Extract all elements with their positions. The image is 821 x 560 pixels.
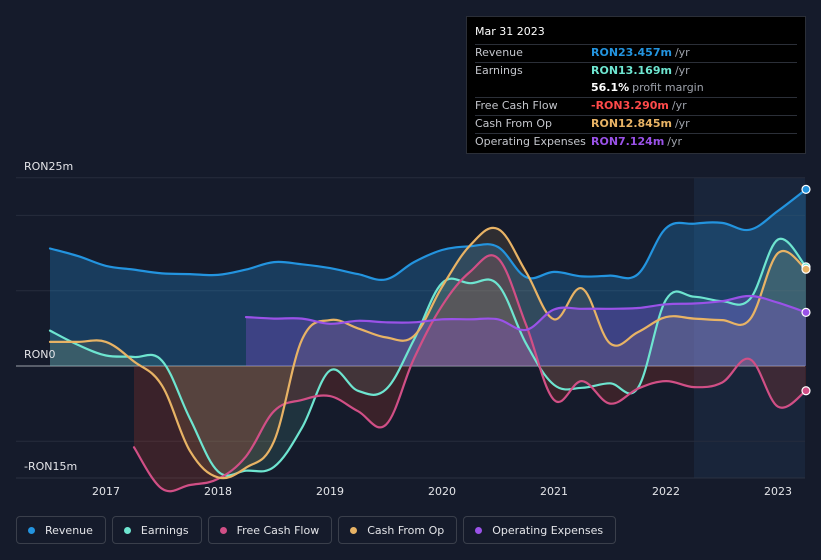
tooltip-unit: /yr xyxy=(667,135,683,148)
y-axis-zero-label: RON0 xyxy=(24,348,56,361)
tooltip-unit: profit margin xyxy=(632,81,704,94)
tooltip-row-opex: Operating Expenses RON7.124m /yr xyxy=(475,133,797,151)
opex-line xyxy=(244,294,808,332)
x-tick-label: 2021 xyxy=(540,485,568,498)
legend-label: Free Cash Flow xyxy=(236,523,320,537)
revenue-line xyxy=(48,188,808,281)
revenue-dot-icon xyxy=(28,526,35,534)
x-tick-label: 2018 xyxy=(204,485,232,498)
cfo-end-marker xyxy=(801,264,811,274)
opex-end-marker xyxy=(801,307,811,317)
legend-label: Operating Expenses xyxy=(492,523,604,537)
tooltip-value: RON12.845m xyxy=(591,117,672,130)
plot-area xyxy=(16,178,805,478)
legend-item-cfo[interactable]: Cash From Op xyxy=(338,516,458,544)
x-tick-label: 2019 xyxy=(316,485,344,498)
data-tooltip: Mar 31 2023 Revenue RON23.457m /yr Earni… xyxy=(466,16,806,154)
tooltip-label: Free Cash Flow xyxy=(475,99,558,112)
tooltip-row-fcf: Free Cash Flow -RON3.290m /yr xyxy=(475,97,797,115)
tooltip-value: 56.1% xyxy=(591,81,630,94)
tooltip-unit: /yr xyxy=(674,117,690,130)
tooltip-row-revenue: Revenue RON23.457m /yr xyxy=(475,44,797,62)
tooltip-label: Earnings xyxy=(475,64,523,77)
revenue-area xyxy=(50,189,806,366)
legend-label: Earnings xyxy=(140,523,189,537)
highlight-region xyxy=(694,178,805,478)
legend-label: Cash From Op xyxy=(367,523,445,537)
fcf-dot-icon xyxy=(219,526,227,534)
tooltip-value: -RON3.290m xyxy=(591,99,669,112)
tooltip-value: RON7.124m xyxy=(591,135,665,148)
tooltip-label: Cash From Op xyxy=(475,117,553,130)
legend-item-opex[interactable]: Operating Expenses xyxy=(463,516,617,544)
fcf-end-marker xyxy=(801,386,811,396)
legend-item-revenue[interactable]: Revenue xyxy=(16,516,106,544)
tooltip-row-margin: 56.1% profit margin xyxy=(475,80,797,97)
tooltip-value: RON13.169m xyxy=(591,64,672,77)
cfo-area xyxy=(50,227,806,479)
tooltip-date: Mar 31 2023 xyxy=(475,25,545,38)
tooltip-unit: /yr xyxy=(674,64,690,77)
tooltip-row-cfo: Cash From Op RON12.845m /yr xyxy=(475,115,797,133)
legend: Revenue Earnings Free Cash Flow Cash Fro… xyxy=(16,516,617,546)
y-axis-top-label: RON25m xyxy=(24,160,74,173)
y-axis-bottom-label: -RON15m xyxy=(24,460,78,473)
x-tick-label: 2022 xyxy=(652,485,680,498)
tooltip-unit: /yr xyxy=(671,99,687,112)
earnings-line xyxy=(48,237,808,477)
earnings-dot-icon xyxy=(123,526,131,534)
opex-dot-icon xyxy=(475,526,483,534)
tooltip-unit: /yr xyxy=(674,46,690,59)
legend-label: Revenue xyxy=(45,523,93,537)
cfo-dot-icon xyxy=(350,526,358,534)
tooltip-value: RON23.457m xyxy=(591,46,672,59)
tooltip-label: Revenue xyxy=(475,46,523,59)
x-tick-label: 2017 xyxy=(92,485,120,498)
legend-item-earnings[interactable]: Earnings xyxy=(111,516,202,544)
x-tick-label: 2020 xyxy=(428,485,456,498)
tooltip-row-earnings: Earnings RON13.169m /yr xyxy=(475,62,797,80)
x-tick-label: 2023 xyxy=(764,485,792,498)
tooltip-label: Operating Expenses xyxy=(475,135,586,148)
legend-item-fcf[interactable]: Free Cash Flow xyxy=(207,516,333,544)
fcf-line xyxy=(132,254,808,493)
earnings-area xyxy=(50,238,806,476)
revenue-end-marker xyxy=(801,184,811,194)
